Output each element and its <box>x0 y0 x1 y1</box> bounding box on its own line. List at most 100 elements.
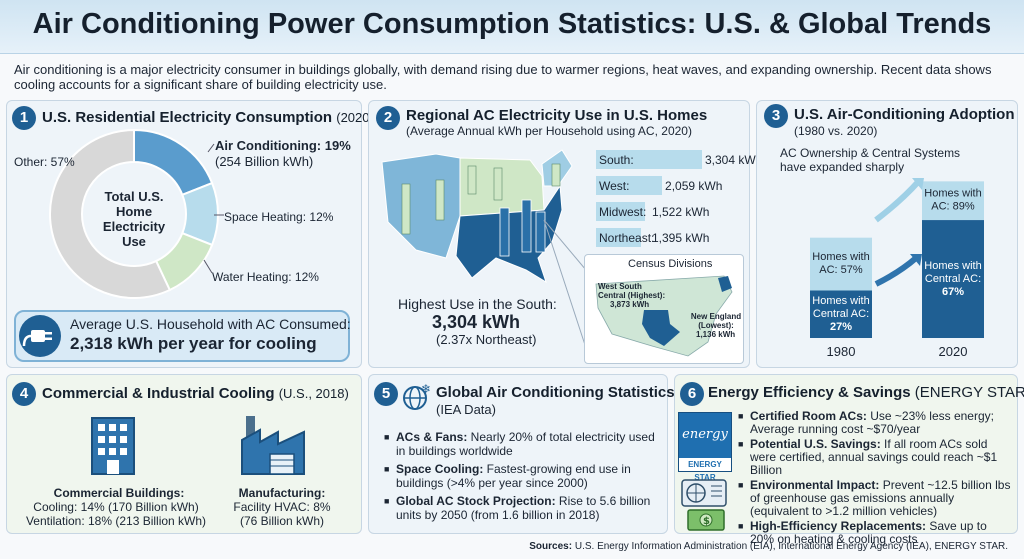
label-central-2020: Homes with Central AC: 67% <box>924 260 981 298</box>
growth-arrowhead-ac <box>912 178 924 190</box>
adoption-title: U.S. Air-Conditioning Adoption <box>794 106 1015 123</box>
svg-text:$: $ <box>703 516 710 527</box>
efficiency-list: Certified Room ACs: Use ~23% less energy… <box>738 410 1014 548</box>
globe-snowflake-icon: ❄ <box>403 382 431 410</box>
donut-slice-other <box>49 128 172 299</box>
label-ac: Air Conditioning: 19% <box>215 138 351 153</box>
list-item: Potential U.S. Savings: If all room ACs … <box>738 438 1014 477</box>
bar-ac-2020 <box>922 181 984 221</box>
panel-number-6: 6 <box>680 382 704 406</box>
inset-low-label: New England (Lowest): <box>690 312 742 330</box>
year-label-2020: 2020 <box>939 344 968 359</box>
callout-line2: 2,318 kWh per year for cooling <box>70 334 317 353</box>
efficiency-item-text: Save up to 20% on heating & cooling cost… <box>750 519 987 546</box>
region-bar-fill <box>596 228 641 247</box>
donut-slices <box>49 128 219 299</box>
svg-text:❄: ❄ <box>421 382 431 396</box>
residential-year: (2020) <box>336 110 374 125</box>
list-item: Environmental Impact: Prevent ~12.5 bill… <box>738 479 1014 518</box>
global-title: Global Air Conditioning Statistics <box>436 384 675 401</box>
region-bar-label: South: <box>599 153 634 167</box>
us-map <box>381 149 573 284</box>
inset-title: Census Divisions <box>628 258 713 270</box>
panel-number-1: 1 <box>12 106 36 130</box>
efficiency-panel-title: Energy Efficiency & Savings (ENERGY STAR… <box>708 384 1024 401</box>
list-item: ACs & Fans: Nearly 20% of total electric… <box>384 430 660 458</box>
highlight-line1: Highest Use in the South: <box>398 296 557 312</box>
panel-title-residential: U.S. Residential Electricity Consumption… <box>42 109 374 126</box>
adoption-note: AC Ownership & Central Systems have expa… <box>780 146 961 174</box>
global-item-text: Nearly 20% of total electricity used in … <box>396 430 655 458</box>
inset-high-label: West South Central (Highest): <box>598 282 666 300</box>
bar-central-2020 <box>922 220 984 338</box>
highlight-note: (2.37x Northeast) <box>436 332 537 347</box>
global-item-label: ACs & Fans: <box>396 430 468 444</box>
global-item-text: Rise to 5.6 billion units by 2050 (from … <box>396 494 651 522</box>
growth-arrowhead-central <box>910 254 922 266</box>
regional-title: Regional AC Electricity Use in U.S. Home… <box>406 107 708 124</box>
label-other: Other: 57% <box>14 155 75 169</box>
region-bar-value: 1,522 kWh <box>652 205 710 219</box>
region-bar-fill <box>596 202 645 221</box>
panel-number-3: 3 <box>764 104 788 128</box>
global-item-label: Space Cooling: <box>396 462 484 476</box>
panel-number-2: 2 <box>376 106 400 130</box>
intro-text: Air conditioning is a major electricity … <box>14 62 992 92</box>
inset-connector <box>543 219 587 349</box>
callout-line1: Average U.S. Household with AC Consumed: <box>70 316 351 332</box>
efficiency-title: Energy Efficiency & Savings <box>708 384 911 401</box>
commercial-panel-title: Commercial & Industrial Cooling (U.S., 2… <box>42 385 349 402</box>
list-item: Space Cooling: Fastest-growing end use i… <box>384 462 660 490</box>
region-bar-fill <box>596 150 702 169</box>
air-conditioner-icon <box>681 479 727 507</box>
efficiency-item-label: Potential U.S. Savings: <box>750 437 881 451</box>
label-ac-sub: (254 Billion kWh) <box>215 154 314 169</box>
region-bar-south: South: 3,304 kWh <box>596 150 762 169</box>
efficiency-title-suffix: (ENERGY STAR) <box>914 384 1024 401</box>
efficiency-item-label: Certified Room ACs: <box>750 409 867 423</box>
list-item: Certified Room ACs: Use ~23% less energy… <box>738 410 1014 436</box>
region-bar-midwest: Midwest: 1,522 kWh <box>596 202 746 221</box>
bar-central-1980 <box>810 290 872 338</box>
title-bar: Air Conditioning Power Consumption Stati… <box>0 0 1024 54</box>
energy-star-logo: energy ENERGY STAR <box>678 412 732 482</box>
manufacturing-kwh: (76 Billion kWh) <box>239 514 325 528</box>
office-building-icon <box>91 417 135 475</box>
efficiency-item-text: Use ~23% less energy; Average running co… <box>750 409 994 436</box>
list-item: High-Efficiency Replacements: Save up to… <box>738 520 1014 546</box>
commercial-ventilation: Ventilation: 18% (213 Billion kWh) <box>25 514 207 528</box>
donut-center-label: Total U.S. Home Electricity Use <box>102 189 166 249</box>
inset-high-value: 3,873 kWh <box>610 300 650 309</box>
region-bar-west: West: 2,059 kWh <box>596 176 746 195</box>
list-item: Global AC Stock Projection: Rise to 5.6 … <box>384 494 660 522</box>
efficiency-item-label: Environmental Impact: <box>750 478 880 492</box>
label-ac-2020: Homes with AC: 89% <box>924 188 981 213</box>
commercial-cooling: Cooling: 14% (170 Billion kWh) <box>33 500 199 514</box>
year-label-1980: 1980 <box>827 344 856 359</box>
growth-arrow-ac <box>874 180 921 223</box>
region-bar-northeast: Northeast: 1,395 kWh <box>596 228 746 247</box>
plug-icon <box>19 315 61 357</box>
global-item-text: Fastest-growing end use in buildings (>4… <box>396 462 631 490</box>
inset-map <box>595 275 733 357</box>
label-water-heating: Water Heating: 12% <box>212 270 319 284</box>
region-bar-value: 3,304 kWh <box>705 153 763 167</box>
region-bar-label: Midwest: <box>599 205 647 219</box>
region-bar-value: 1,395 kWh <box>652 231 710 245</box>
label-space-heating: Space Heating: 12% <box>224 210 334 224</box>
global-item-label: Global AC Stock Projection: <box>396 494 556 508</box>
sources-label: Sources: <box>529 541 573 552</box>
regional-subtitle: (Average Annual kWh per Household using … <box>406 124 692 138</box>
region-bar-value: 2,059 kWh <box>665 179 723 193</box>
residential-title: U.S. Residential Electricity Consumption <box>42 109 333 126</box>
region-bar-label: West: <box>599 179 630 193</box>
region-bar-label: Northeast: <box>599 231 655 245</box>
commercial-buildings-title: Commercial Buildings: <box>53 486 185 500</box>
sources-line: Sources: U.S. Energy Information Adminis… <box>529 541 1008 552</box>
adoption-stacked-bar-chart: Homes with AC: 57% Homes with Central AC: 27… <box>810 178 984 359</box>
global-list: ACs & Fans: Nearly 20% of total electric… <box>384 430 660 526</box>
highlight-value: 3,304 kWh <box>432 312 521 332</box>
residential-donut-chart <box>49 128 219 299</box>
panel-number-4: 4 <box>12 382 36 406</box>
commercial-year: (U.S., 2018) <box>278 386 349 401</box>
